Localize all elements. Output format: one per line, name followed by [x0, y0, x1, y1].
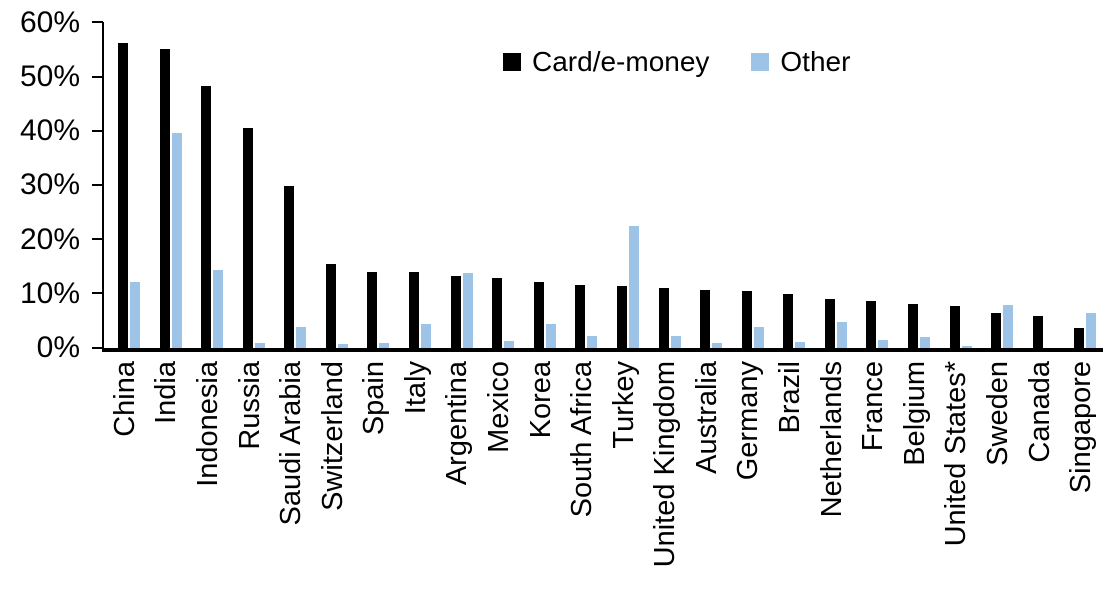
- x-axis-label: Canada: [1024, 361, 1056, 463]
- bar-card-e-money: [825, 299, 835, 348]
- bar-other: [837, 322, 847, 348]
- x-axis-label: Italy: [400, 361, 432, 415]
- y-axis-tick: [92, 292, 103, 295]
- x-axis-label: Korea: [525, 361, 557, 439]
- bar-other: [754, 327, 764, 348]
- bar-card-e-money: [409, 272, 419, 348]
- bar-other: [463, 273, 473, 348]
- x-axis-label: United Kingdom: [649, 361, 681, 568]
- bar-card-e-money: [659, 288, 669, 348]
- bar-card-e-money: [866, 301, 876, 348]
- bar-card-e-money: [201, 86, 211, 348]
- y-axis-tick: [92, 346, 103, 349]
- bar-other: [130, 282, 140, 348]
- x-axis-label: Turkey: [608, 361, 640, 449]
- bar-other: [1003, 305, 1013, 348]
- y-axis-label: 40%: [19, 114, 80, 148]
- bar-other: [962, 346, 972, 348]
- bar-card-e-money: [118, 43, 128, 348]
- bar-other: [1086, 313, 1096, 348]
- bar-other: [712, 343, 722, 348]
- y-axis-tick: [92, 75, 103, 78]
- bar-other: [795, 342, 805, 348]
- x-axis-label: Switzerland: [317, 361, 349, 511]
- bar-other: [338, 344, 348, 348]
- y-axis-line: [102, 22, 104, 349]
- bar-card-e-money: [950, 306, 960, 348]
- legend-label-other: Other: [780, 46, 851, 77]
- bar-other: [379, 343, 389, 348]
- x-axis-line: [102, 348, 1103, 352]
- legend-item-other: Other: [751, 48, 850, 76]
- bar-card-e-money: [451, 276, 461, 348]
- y-axis-label: 20%: [19, 222, 80, 256]
- x-axis-label: Mexico: [483, 361, 515, 453]
- x-axis-label: Argentina: [441, 361, 473, 486]
- bar-other: [504, 341, 514, 348]
- bar-card-e-money: [243, 128, 253, 348]
- legend-label-card-e-money: Card/e-money: [532, 46, 710, 77]
- legend-item-card-e-money: Card/e-money: [503, 48, 709, 76]
- x-axis-label: Brazil: [774, 361, 806, 434]
- bar-other: [255, 343, 265, 348]
- x-axis-label: France: [857, 361, 889, 452]
- bar-card-e-money: [783, 294, 793, 348]
- x-axis-label: Singapore: [1065, 361, 1097, 494]
- x-axis-label: Germany: [732, 361, 764, 481]
- x-axis-label: Belgium: [899, 361, 931, 466]
- y-axis-label: 0%: [36, 331, 80, 364]
- bar-other: [421, 324, 431, 348]
- y-axis-tick: [92, 238, 103, 241]
- x-axis-label: Russia: [234, 361, 266, 450]
- y-axis-tick: [92, 21, 103, 24]
- bar-other: [878, 340, 888, 348]
- y-axis-label: 50%: [19, 60, 80, 93]
- bar-card-e-money: [1033, 316, 1043, 348]
- bar-other: [213, 270, 223, 348]
- bar-card-e-money: [284, 186, 294, 348]
- x-axis-label: China: [109, 361, 141, 437]
- x-axis-label: Spain: [358, 361, 390, 436]
- bar-card-e-money: [742, 291, 752, 348]
- bar-card-e-money: [160, 49, 170, 348]
- y-axis-label: 30%: [19, 168, 80, 202]
- legend-swatch-card-e-money: [503, 53, 521, 71]
- bar-other: [587, 336, 597, 348]
- bar-other: [296, 327, 306, 348]
- bar-card-e-money: [908, 304, 918, 348]
- x-axis-label: India: [150, 361, 182, 424]
- bar-card-e-money: [575, 285, 585, 348]
- bar-card-e-money: [534, 282, 544, 348]
- y-axis-tick: [92, 183, 103, 186]
- bar-card-e-money: [492, 278, 502, 348]
- legend-swatch-other: [751, 53, 770, 71]
- y-axis-label: 60%: [19, 5, 80, 39]
- bar-other: [671, 336, 681, 348]
- x-axis-label: South Africa: [566, 361, 598, 518]
- bar-other: [546, 324, 556, 348]
- y-axis-label: 10%: [19, 276, 80, 310]
- x-axis-label: Saudi Arabia: [275, 361, 307, 526]
- y-axis-tick: [92, 129, 103, 132]
- bar-other: [172, 133, 182, 348]
- bar-card-e-money: [700, 290, 710, 348]
- bar-other: [629, 226, 639, 348]
- bar-card-e-money: [991, 313, 1001, 348]
- x-axis-label: Netherlands: [816, 361, 848, 518]
- bar-other: [920, 337, 930, 348]
- legend: Card/e-money Other: [503, 48, 850, 76]
- x-axis-label: United States*: [940, 361, 972, 547]
- x-axis-label: Indonesia: [192, 361, 224, 487]
- bar-card-e-money: [617, 286, 627, 348]
- bar-card-e-money: [1074, 328, 1084, 348]
- x-axis-label: Australia: [691, 361, 723, 474]
- x-axis-label: Sweden: [982, 361, 1014, 466]
- bar-card-e-money: [367, 272, 377, 348]
- bar-card-e-money: [326, 264, 336, 348]
